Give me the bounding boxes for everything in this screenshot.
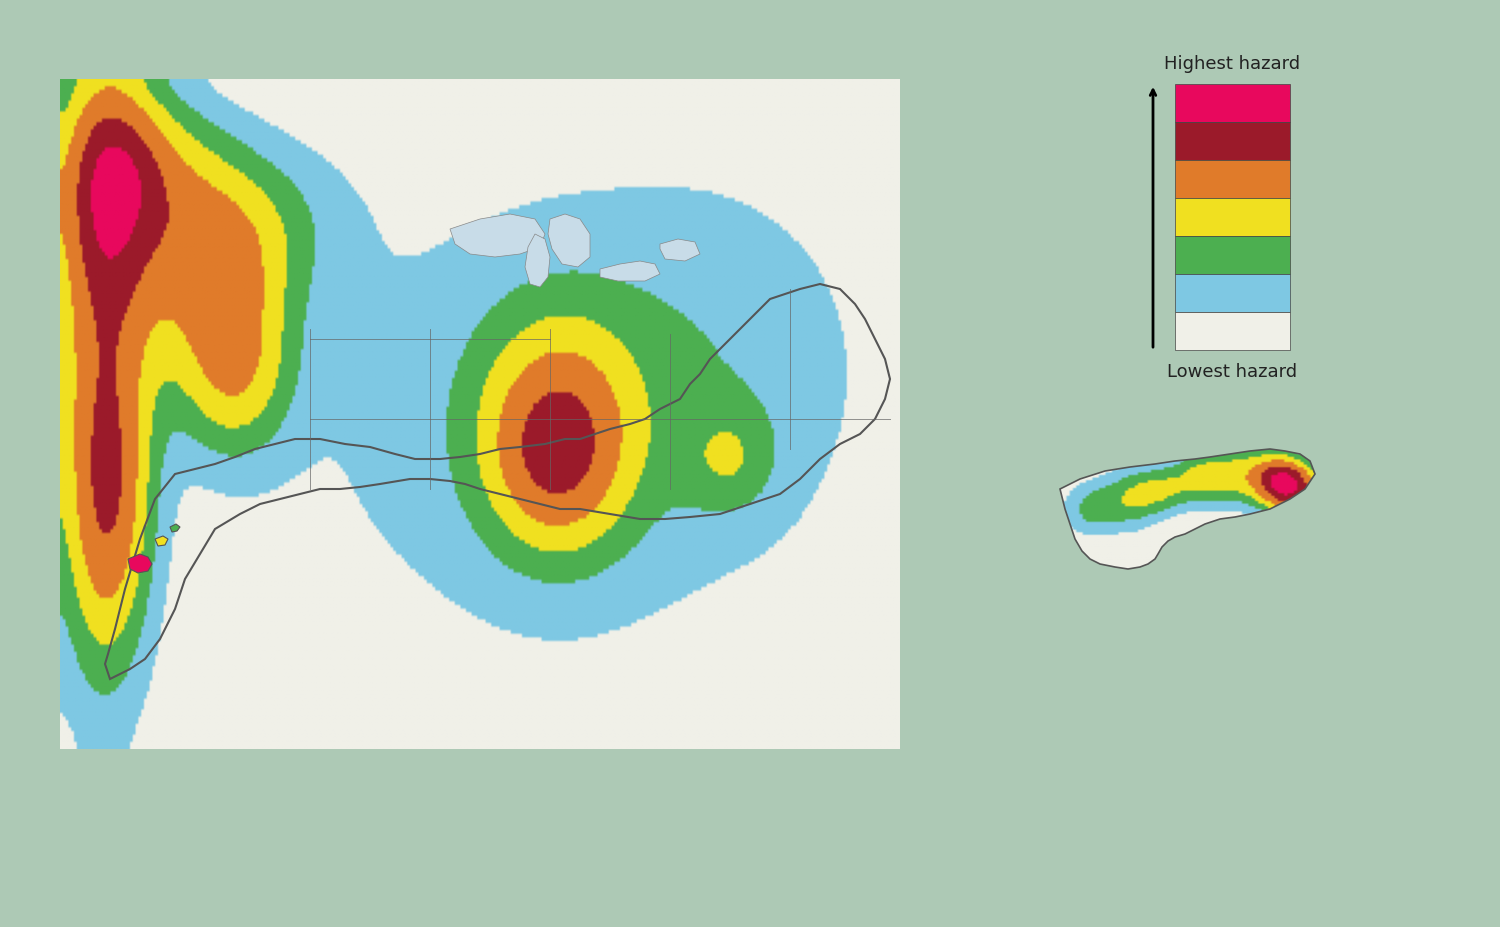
Polygon shape (170, 525, 180, 532)
Bar (1174, 198, 1290, 236)
Bar (1174, 236, 1290, 274)
Bar (1174, 274, 1290, 312)
Polygon shape (600, 261, 660, 282)
Polygon shape (154, 537, 168, 546)
Polygon shape (525, 235, 550, 287)
Text: Lowest hazard: Lowest hazard (1167, 362, 1298, 381)
Bar (1174, 85, 1290, 123)
Bar (1174, 160, 1290, 198)
Polygon shape (548, 215, 590, 268)
Polygon shape (128, 554, 152, 574)
Bar (1174, 312, 1290, 350)
Text: Highest hazard: Highest hazard (1164, 55, 1300, 73)
Polygon shape (450, 215, 544, 258)
Polygon shape (660, 240, 700, 261)
Bar (1174, 123, 1290, 160)
